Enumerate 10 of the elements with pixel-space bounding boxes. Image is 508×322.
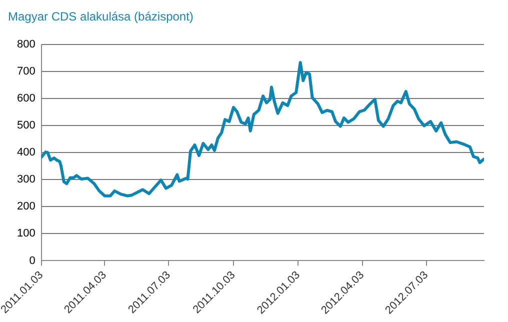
- chart-title: Magyar CDS alakulása (bázispont): [8, 10, 194, 24]
- y-tick-label: 500: [16, 120, 36, 132]
- y-tick-label: 200: [16, 200, 36, 213]
- y-tick-label: 100: [16, 228, 36, 240]
- y-tick-label: 400: [16, 146, 36, 159]
- y-tick-label: 800: [16, 38, 36, 50]
- y-tick-label: 700: [16, 65, 36, 78]
- y-tick-label: 300: [16, 174, 36, 186]
- y-tick-label: 0: [29, 254, 36, 267]
- y-tick-label: 600: [16, 92, 36, 105]
